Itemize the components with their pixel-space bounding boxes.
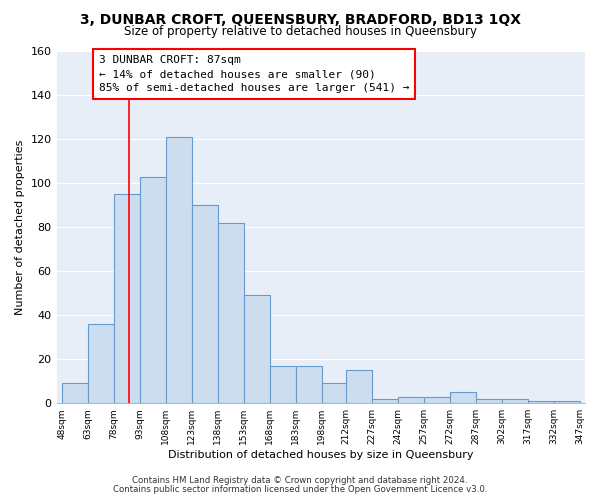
Bar: [528, 401, 554, 403]
Text: Contains HM Land Registry data © Crown copyright and database right 2024.: Contains HM Land Registry data © Crown c…: [132, 476, 468, 485]
Bar: [424, 396, 450, 403]
Text: 3 DUNBAR CROFT: 87sqm
← 14% of detached houses are smaller (90)
85% of semi-deta: 3 DUNBAR CROFT: 87sqm ← 14% of detached …: [99, 55, 409, 93]
Bar: [191, 206, 218, 403]
Text: 3, DUNBAR CROFT, QUEENSBURY, BRADFORD, BD13 1QX: 3, DUNBAR CROFT, QUEENSBURY, BRADFORD, B…: [79, 12, 521, 26]
Bar: [62, 384, 88, 403]
Bar: [476, 399, 502, 403]
Bar: [140, 177, 166, 403]
Bar: [450, 392, 476, 403]
Bar: [269, 366, 296, 403]
X-axis label: Distribution of detached houses by size in Queensbury: Distribution of detached houses by size …: [168, 450, 473, 460]
Bar: [502, 399, 528, 403]
Text: Size of property relative to detached houses in Queensbury: Size of property relative to detached ho…: [124, 25, 476, 38]
Bar: [346, 370, 372, 403]
Bar: [114, 194, 140, 403]
Bar: [372, 399, 398, 403]
Text: Contains public sector information licensed under the Open Government Licence v3: Contains public sector information licen…: [113, 485, 487, 494]
Bar: [554, 401, 580, 403]
Bar: [296, 366, 322, 403]
Bar: [322, 384, 347, 403]
Bar: [398, 396, 424, 403]
Bar: [244, 296, 269, 403]
Y-axis label: Number of detached properties: Number of detached properties: [15, 140, 25, 315]
Bar: [166, 137, 191, 403]
Bar: [218, 223, 244, 403]
Bar: [88, 324, 114, 403]
